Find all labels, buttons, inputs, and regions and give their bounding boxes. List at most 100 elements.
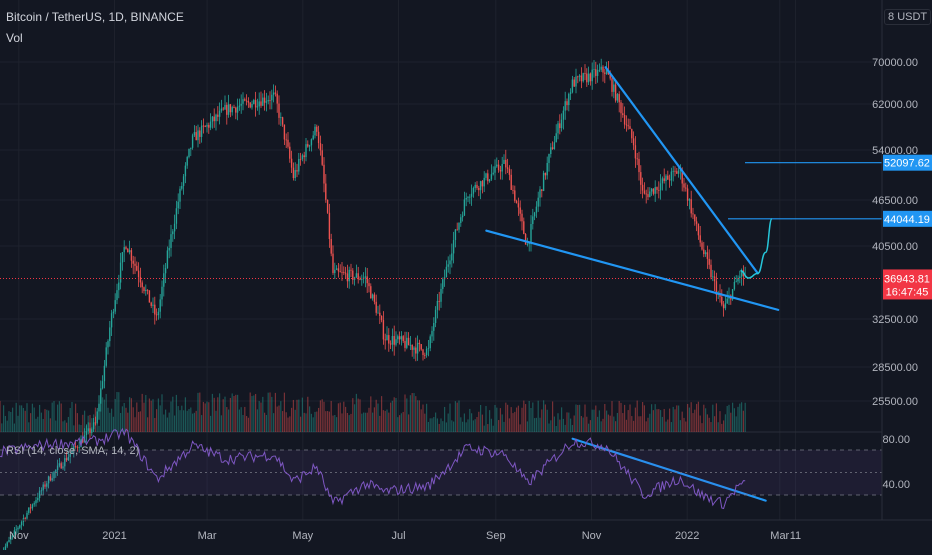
candle-body [110,313,113,328]
volume-legend[interactable]: Vol [6,31,23,45]
candle-body [402,336,404,342]
candle-body [395,339,397,345]
volume-bar [505,402,507,432]
candle-body [501,163,503,172]
candle-body [668,179,671,181]
volume-bar [728,404,730,432]
candle-body [200,125,203,137]
candle-body [492,172,494,175]
candle-body [348,269,350,282]
volume-bar [337,403,339,432]
volume-bar [514,411,516,432]
candle-body [208,124,210,128]
candle-body [119,262,122,283]
candle-body [555,133,557,143]
candle-body [150,302,152,306]
volume-bar [156,409,158,432]
volume-bar [105,393,107,432]
volume-bar [186,410,188,432]
candle-body [404,341,406,348]
volume-bar [121,406,123,432]
candle-body [294,170,296,179]
candle-body [182,176,185,186]
volume-bar [168,412,170,432]
candle-body [528,242,530,245]
volume-bar [672,406,674,432]
volume-bar [273,413,275,432]
candle-body [224,104,226,110]
candle-body [42,484,44,491]
volume-bar [708,417,710,432]
volume-bar [649,413,651,432]
rsi-tick-label: 80.00 [882,434,910,446]
candle-body [186,157,188,166]
candle-body [503,159,505,164]
candle-body [474,184,476,188]
candle-body [240,103,242,106]
volume-bar [409,395,411,432]
volume-bar [714,416,716,432]
volume-bar [415,396,417,432]
volume-bar [498,420,500,432]
candle-body [17,527,19,530]
volume-bar [589,420,591,432]
volume-bar [112,416,114,432]
volume-bar [451,420,453,432]
candle-body [155,314,158,316]
volume-bar [395,397,397,432]
candle-body [721,296,723,305]
volume-bar [256,409,258,432]
candle-body [128,250,131,253]
candle-body [15,529,17,531]
symbol-title[interactable]: Bitcoin / TetherUS, 1D, BINANCE [6,10,184,24]
candle-body [262,97,264,106]
candle-body [704,252,707,255]
candle-body [463,199,466,216]
candle-body [80,439,82,448]
volume-bar [721,423,723,432]
volume-bar [483,425,485,432]
candle-body [661,178,664,184]
candle-body [35,500,37,504]
candle-body [681,169,683,184]
volume-bar [510,407,512,432]
volume-bar [48,410,50,432]
volume-bar [442,421,444,432]
candle-body [325,183,327,200]
candle-body [73,446,75,451]
volume-bar [370,396,372,432]
candle-body [308,145,311,147]
volume-bar [139,411,141,432]
volume-bar [444,406,446,432]
candle-body [213,116,215,122]
candle-body [451,253,453,261]
volume-bar [31,403,33,432]
volume-bar [404,394,406,432]
candle-body [38,490,41,498]
volume-bar [480,404,482,432]
volume-bar [467,419,469,432]
volume-bar [237,394,239,432]
volume-bar [417,400,419,432]
candle-body [307,144,309,147]
candle-body [371,294,374,299]
candle-body [370,286,372,299]
currency-selector[interactable]: 8 USDT [884,9,932,25]
candle-body [253,100,255,104]
candle-body [389,343,392,345]
volume-bar [733,408,735,432]
volume-bar [181,405,183,432]
candle-body [159,299,161,312]
volume-bar [678,405,680,432]
candle-body [645,193,647,195]
volume-bar [120,413,122,432]
rsi-legend[interactable]: RSI (14, close, SMA, 14, 2) [6,445,140,457]
volume-bar [726,405,728,432]
volume-bar [82,414,84,432]
candle-body [310,139,313,146]
volume-bar [325,411,327,432]
volume-bar [386,409,388,432]
candle-body [127,248,129,253]
